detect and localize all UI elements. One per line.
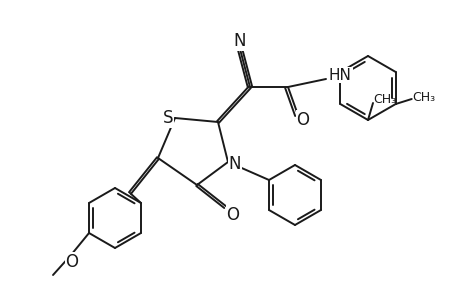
Text: N: N xyxy=(233,32,246,50)
Text: HN: HN xyxy=(328,68,351,82)
Text: N: N xyxy=(228,155,241,173)
Text: O: O xyxy=(226,206,239,224)
Text: O: O xyxy=(65,253,78,271)
Text: CH₃: CH₃ xyxy=(411,91,434,103)
Text: O: O xyxy=(296,111,309,129)
Text: CH₃: CH₃ xyxy=(373,92,396,106)
Text: S: S xyxy=(162,109,173,127)
